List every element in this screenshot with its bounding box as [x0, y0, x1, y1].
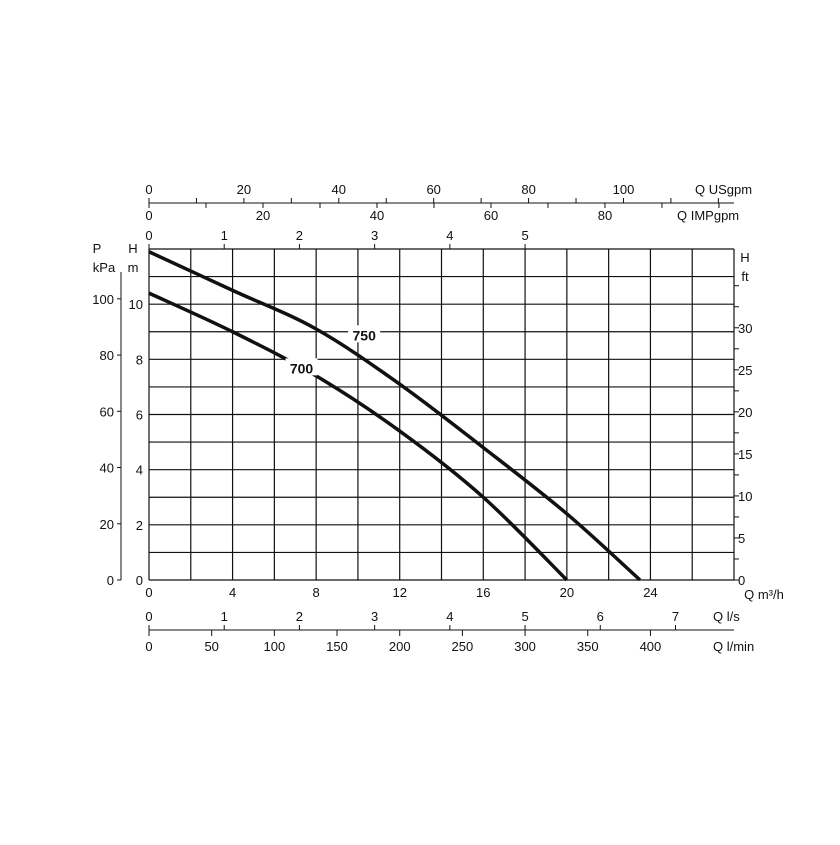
- y-axis-unit: m: [128, 260, 139, 275]
- ft-tick-label: 10: [738, 489, 752, 504]
- lmin-tick-label: 350: [577, 639, 599, 654]
- ls-tick-label: 2: [296, 609, 303, 624]
- ft-tick-label: 0: [738, 573, 745, 588]
- x-tick-label: 20: [560, 585, 574, 600]
- y-tick-label: 6: [136, 408, 143, 423]
- ft-axis-unit: ft: [741, 269, 749, 284]
- ft-tick-label: 5: [738, 531, 745, 546]
- y-tick-label: 4: [136, 463, 143, 478]
- ls-top-tick-label: 2: [296, 228, 303, 243]
- impgpm-tick-label: 20: [256, 208, 270, 223]
- impgpm-tick-label: 80: [598, 208, 612, 223]
- x-tick-label: 16: [476, 585, 490, 600]
- kpa-tick-label: 80: [100, 348, 114, 363]
- usgpm-tick-label: 80: [521, 182, 535, 197]
- kpa-tick-label: 0: [107, 573, 114, 588]
- usgpm-tick-label: 100: [613, 182, 635, 197]
- impgpm-tick-label: 40: [370, 208, 384, 223]
- curve-750: [148, 250, 642, 582]
- lmin-tick-label: 300: [514, 639, 536, 654]
- curve-label-700: 700: [290, 360, 314, 376]
- usgpm-tick-label: 20: [237, 182, 251, 197]
- ls-tick-label: 0: [145, 609, 152, 624]
- kpa-axis-label: P: [93, 241, 102, 256]
- ls-axis-label: Q l/s: [713, 609, 740, 624]
- usgpm-tick-label: 0: [145, 182, 152, 197]
- ls-tick-label: 7: [672, 609, 679, 624]
- curve-label-bg: [348, 325, 381, 343]
- kpa-axis-unit: kPa: [93, 260, 116, 275]
- y-tick-label: 0: [136, 573, 143, 588]
- x-tick-label: 24: [643, 585, 657, 600]
- y-tick-label: 2: [136, 518, 143, 533]
- impgpm-axis-label: Q IMPgpm: [677, 208, 739, 223]
- x-tick-label: 8: [313, 585, 320, 600]
- x-axis-label: Q m³/h: [744, 587, 784, 602]
- ls-tick-label: 5: [521, 609, 528, 624]
- ls-tick-label: 6: [597, 609, 604, 624]
- impgpm-tick-label: 0: [145, 208, 152, 223]
- lmin-tick-label: 150: [326, 639, 348, 654]
- lmin-tick-label: 400: [640, 639, 662, 654]
- ls-tick-label: 1: [221, 609, 228, 624]
- usgpm-axis-label: Q USgpm: [695, 182, 752, 197]
- impgpm-tick-label: 60: [484, 208, 498, 223]
- lmin-tick-label: 200: [389, 639, 411, 654]
- ft-axis-label: H: [740, 250, 749, 265]
- x-tick-label: 0: [145, 585, 152, 600]
- ls-top-tick-label: 0: [145, 228, 152, 243]
- lmin-tick-label: 100: [264, 639, 286, 654]
- ls-tick-label: 3: [371, 609, 378, 624]
- kpa-tick-label: 20: [100, 517, 114, 532]
- ft-tick-label: 20: [738, 405, 752, 420]
- curve-label-bg: [285, 358, 318, 376]
- curve-label-750: 750: [353, 327, 377, 343]
- y-tick-label: 8: [136, 352, 143, 367]
- kpa-tick-label: 100: [92, 292, 114, 307]
- x-tick-label: 4: [229, 585, 236, 600]
- lmin-tick-label: 50: [204, 639, 218, 654]
- ft-tick-label: 15: [738, 447, 752, 462]
- curve-700: [148, 291, 569, 582]
- ls-tick-label: 4: [446, 609, 453, 624]
- lmin-tick-label: 0: [145, 639, 152, 654]
- ls-top-tick-label: 3: [371, 228, 378, 243]
- ls-top-tick-label: 1: [221, 228, 228, 243]
- kpa-tick-label: 40: [100, 461, 114, 476]
- ls-top-tick-label: 4: [446, 228, 453, 243]
- x-tick-label: 12: [392, 585, 406, 600]
- usgpm-tick-label: 60: [426, 182, 440, 197]
- y-tick-label: 10: [129, 297, 143, 312]
- lmin-axis-label: Q l/min: [713, 639, 754, 654]
- usgpm-tick-label: 40: [332, 182, 346, 197]
- kpa-tick-label: 60: [100, 404, 114, 419]
- lmin-tick-label: 250: [452, 639, 474, 654]
- ft-tick-label: 25: [738, 363, 752, 378]
- ft-tick-label: 30: [738, 321, 752, 336]
- ls-top-tick-label: 5: [521, 228, 528, 243]
- y-axis-label: H: [128, 241, 137, 256]
